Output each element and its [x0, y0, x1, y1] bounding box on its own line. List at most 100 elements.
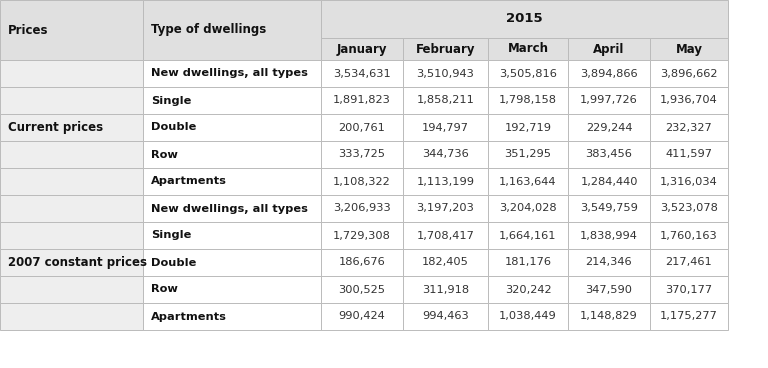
Text: Double: Double [151, 123, 197, 132]
Text: 232,327: 232,327 [666, 123, 713, 132]
Text: 1,284,440: 1,284,440 [581, 177, 637, 187]
Text: 3,894,866: 3,894,866 [580, 68, 637, 78]
Bar [650, 141, 728, 168]
Text: Single: Single [151, 230, 191, 241]
Bar [321, 114, 403, 141]
Text: 347,590: 347,590 [585, 284, 633, 294]
Text: 370,177: 370,177 [665, 284, 713, 294]
Bar [650, 276, 728, 303]
Text: 3,206,933: 3,206,933 [333, 204, 391, 213]
Text: Row: Row [151, 149, 178, 159]
Bar [321, 276, 403, 303]
Text: 181,176: 181,176 [505, 258, 551, 268]
Text: 1,729,308: 1,729,308 [333, 230, 391, 241]
Bar [650, 222, 728, 249]
Bar [0, 60, 143, 87]
Bar [403, 222, 488, 249]
Bar [403, 87, 488, 114]
Text: 214,346: 214,346 [586, 258, 632, 268]
Text: 3,896,662: 3,896,662 [660, 68, 718, 78]
Text: April: April [594, 42, 624, 56]
Bar [488, 141, 568, 168]
Text: 1,108,322: 1,108,322 [333, 177, 391, 187]
Bar [488, 276, 568, 303]
Bar [321, 195, 403, 222]
Text: 3,534,631: 3,534,631 [333, 68, 391, 78]
Bar [403, 168, 488, 195]
Bar [568, 87, 650, 114]
Bar [568, 303, 650, 330]
Text: 1,760,163: 1,760,163 [660, 230, 718, 241]
Bar [650, 87, 728, 114]
Bar [488, 114, 568, 141]
Bar [403, 141, 488, 168]
Bar [0, 141, 143, 168]
Bar [488, 168, 568, 195]
Text: 3,505,816: 3,505,816 [499, 68, 557, 78]
Bar [0, 0, 143, 60]
Text: 1,891,823: 1,891,823 [333, 96, 391, 106]
Bar [143, 168, 321, 195]
Text: 1,038,449: 1,038,449 [499, 311, 557, 322]
Bar [143, 222, 321, 249]
Bar [650, 249, 728, 276]
Bar [0, 222, 143, 249]
Bar [321, 38, 403, 60]
Text: 1,664,161: 1,664,161 [499, 230, 557, 241]
Bar [321, 168, 403, 195]
Bar [568, 38, 650, 60]
Bar [650, 195, 728, 222]
Text: Apartments: Apartments [151, 311, 227, 322]
Bar [403, 38, 488, 60]
Bar [488, 87, 568, 114]
Bar [403, 114, 488, 141]
Bar [0, 276, 143, 303]
Bar [488, 222, 568, 249]
Bar [321, 60, 403, 87]
Text: 3,197,203: 3,197,203 [416, 204, 475, 213]
Text: 3,204,028: 3,204,028 [499, 204, 557, 213]
Text: 1,936,704: 1,936,704 [660, 96, 718, 106]
Bar [650, 303, 728, 330]
Bar [143, 276, 321, 303]
Text: 994,463: 994,463 [422, 311, 469, 322]
Text: 3,510,943: 3,510,943 [416, 68, 475, 78]
Text: 186,676: 186,676 [339, 258, 386, 268]
Bar [0, 195, 143, 222]
Text: Single: Single [151, 96, 191, 106]
Bar [321, 249, 403, 276]
Bar [321, 0, 728, 38]
Bar [650, 114, 728, 141]
Text: 2015: 2015 [506, 13, 543, 25]
Bar [403, 303, 488, 330]
Bar [403, 60, 488, 87]
Bar [403, 195, 488, 222]
Text: 333,725: 333,725 [339, 149, 386, 159]
Bar [488, 38, 568, 60]
Bar [321, 141, 403, 168]
Bar [568, 276, 650, 303]
Bar [650, 38, 728, 60]
Text: 1,838,994: 1,838,994 [580, 230, 638, 241]
Text: 229,244: 229,244 [586, 123, 632, 132]
Bar [0, 87, 143, 114]
Text: 192,719: 192,719 [505, 123, 551, 132]
Text: 351,295: 351,295 [505, 149, 551, 159]
Bar [143, 249, 321, 276]
Bar [488, 249, 568, 276]
Bar [321, 303, 403, 330]
Text: 1,175,277: 1,175,277 [660, 311, 718, 322]
Bar [650, 60, 728, 87]
Text: 320,242: 320,242 [505, 284, 551, 294]
Bar [650, 168, 728, 195]
Text: 200,761: 200,761 [339, 123, 386, 132]
Text: January: January [336, 42, 387, 56]
Bar [403, 249, 488, 276]
Text: Current prices: Current prices [8, 121, 103, 134]
Bar [0, 114, 143, 141]
Bar [0, 168, 143, 195]
Bar [143, 114, 321, 141]
Text: 2007 constant prices: 2007 constant prices [8, 256, 147, 269]
Text: Double: Double [151, 258, 197, 268]
Text: Type of dwellings: Type of dwellings [151, 24, 266, 36]
